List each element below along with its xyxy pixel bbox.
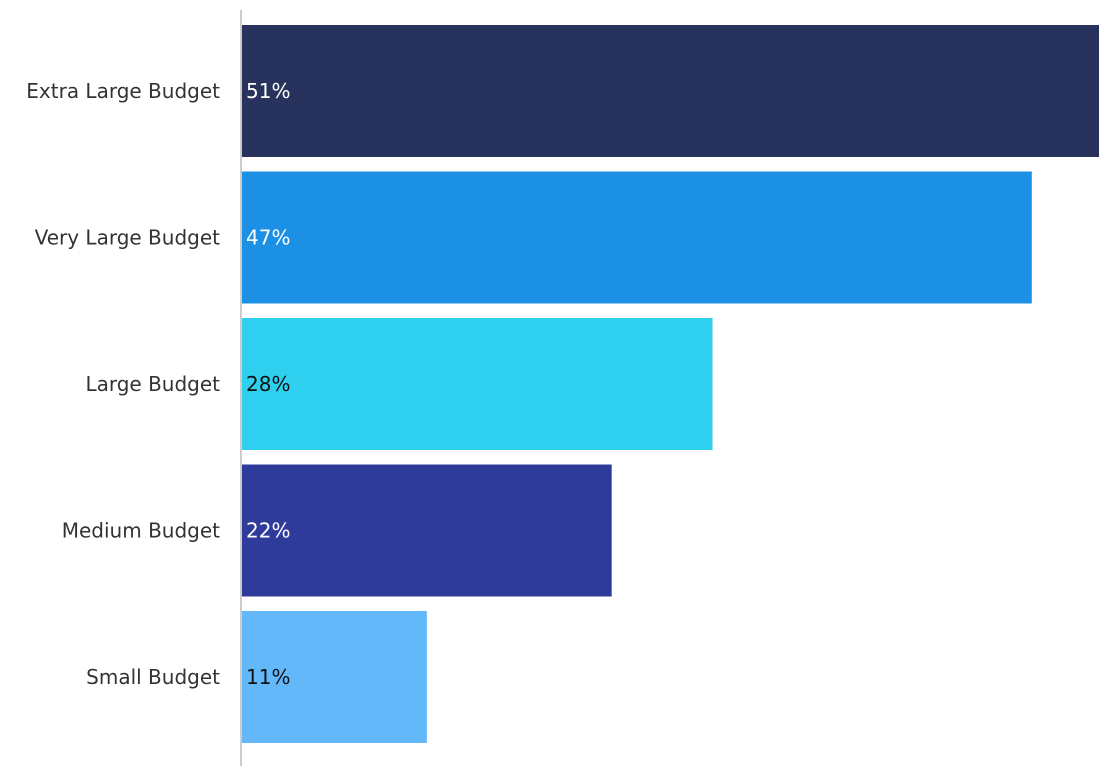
data-label-3: 22%	[246, 519, 290, 543]
bar-2	[242, 318, 713, 450]
bar-0	[242, 25, 1099, 157]
bar-1	[242, 171, 1032, 304]
data-label-1: 47%	[246, 226, 290, 250]
data-label-4: 11%	[246, 665, 290, 689]
bar-4	[242, 611, 427, 743]
category-label-2: Large Budget	[85, 372, 220, 396]
data-label-2: 28%	[246, 372, 290, 396]
category-label-1: Very Large Budget	[35, 226, 221, 250]
bar-3	[242, 464, 612, 597]
labels-layer: Extra Large Budget 51% Very Large Budget 47…	[26, 79, 290, 689]
category-label-3: Medium Budget	[62, 519, 220, 543]
data-label-0: 51%	[246, 79, 290, 103]
category-label-0: Extra Large Budget	[26, 79, 220, 103]
category-label-4: Small Budget	[86, 665, 220, 689]
bars-layer	[242, 25, 1099, 743]
